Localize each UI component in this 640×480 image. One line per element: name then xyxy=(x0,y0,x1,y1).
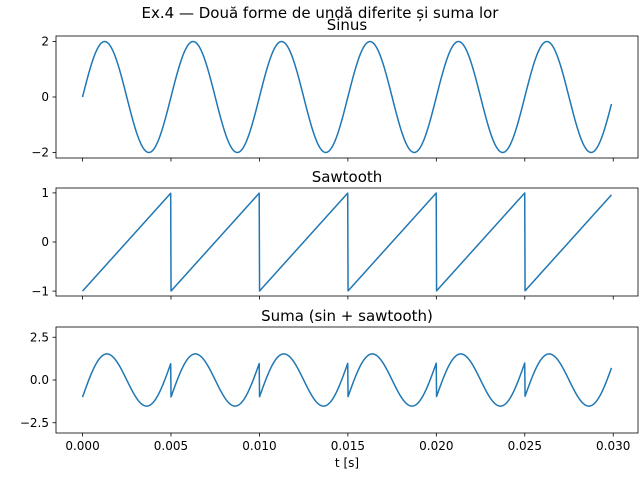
series-line-sinus xyxy=(81,40,613,154)
subplots: Sinus 2 0 −2 Sawtooth 1 0 −1 Suma (sin + sawtoot… xyxy=(20,16,639,470)
panel-title-sinus: Sinus xyxy=(327,16,368,34)
y-tick-label: 0 xyxy=(41,235,49,249)
y-tick-label: 2.5 xyxy=(30,330,49,344)
y-tick-label: −2.5 xyxy=(20,416,49,430)
y-tick-label: 0 xyxy=(41,90,49,104)
series-line-sawtooth xyxy=(81,192,613,292)
x-tick-label: 0.030 xyxy=(596,439,630,453)
y-tick-label: −2 xyxy=(31,146,49,160)
y-tick-label: 2 xyxy=(41,35,49,49)
x-axis-label: t [s] xyxy=(335,456,359,470)
panel-sinus: Sinus 2 0 −2 xyxy=(31,16,639,162)
y-tick-label: 1 xyxy=(41,186,49,200)
x-tick-label: 0.010 xyxy=(242,439,276,453)
panel-sawtooth: Sawtooth 1 0 −1 xyxy=(31,168,639,300)
x-tick-label: 0.020 xyxy=(419,439,453,453)
panel-title-sum: Suma (sin + sawtooth) xyxy=(261,307,433,325)
panel-title-sawtooth: Sawtooth xyxy=(312,168,383,186)
series-line-sum xyxy=(81,353,613,407)
y-tick-label: −1 xyxy=(31,284,49,298)
x-tick-label: 0.000 xyxy=(65,439,99,453)
panel-sum: Suma (sin + sawtooth) 0.000 0.005 0.010 0.01… xyxy=(20,307,639,470)
y-tick-label: 0.0 xyxy=(30,373,49,387)
x-tick-label: 0.015 xyxy=(331,439,365,453)
x-tick-label: 0.025 xyxy=(508,439,542,453)
x-tick-label: 0.005 xyxy=(154,439,188,453)
figure-title: Ex.4 — Două forme de undă diferite și su… xyxy=(142,4,500,22)
